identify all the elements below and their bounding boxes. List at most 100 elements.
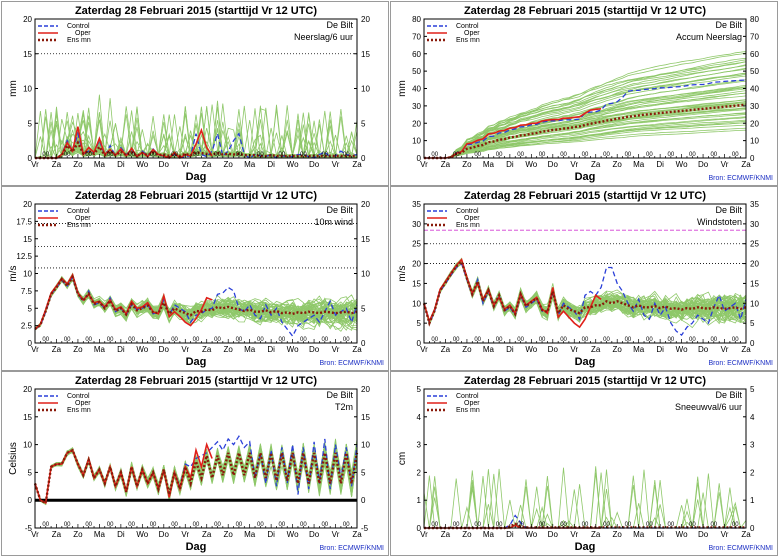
day-label: Za xyxy=(352,345,362,354)
y2-tick-label: 0 xyxy=(750,339,755,348)
hour-label: 00 xyxy=(128,522,135,528)
legend-control-label: Control xyxy=(456,393,479,400)
station-label: De Bilt xyxy=(715,20,742,30)
meteogram-panel: Zaterdag 28 Februari 2015 (starttijd Vr … xyxy=(1,371,389,556)
hour-label: 00 xyxy=(668,337,675,343)
station-label: De Bilt xyxy=(326,205,353,215)
hour-label: 00 xyxy=(668,522,675,528)
y2-tick-label: 0 xyxy=(361,154,366,163)
source-label: Bron: ECMWF/KNMI xyxy=(319,545,384,552)
y2-tick-label: 15 xyxy=(361,235,370,244)
y2-tick-label: 10 xyxy=(361,270,370,279)
hour-label: 00 xyxy=(321,152,328,158)
hour-label: 00 xyxy=(496,337,503,343)
day-label: Ma xyxy=(633,160,645,169)
y-axis-label: cm xyxy=(397,452,408,465)
panel-title: Zaterdag 28 Februari 2015 (starttijd Vr … xyxy=(464,5,706,17)
hour-label: 00 xyxy=(517,152,524,158)
y-tick-label: 20 xyxy=(23,385,32,394)
y-axis-label: mm xyxy=(397,80,408,97)
day-label: Vr xyxy=(570,345,578,354)
y-tick-label: 0 xyxy=(28,496,33,505)
hour-label: 00 xyxy=(668,152,675,158)
y2-tick-label: 25 xyxy=(750,240,759,249)
day-label: Di xyxy=(656,530,664,539)
day-label: Za xyxy=(202,345,212,354)
y2-tick-label: 10 xyxy=(361,441,370,450)
hour-label: 00 xyxy=(603,522,610,528)
hour-label: 00 xyxy=(343,152,350,158)
x-axis-label: Dag xyxy=(575,171,596,183)
station-label: De Bilt xyxy=(326,20,353,30)
day-label: Za xyxy=(202,530,212,539)
station-label: De Bilt xyxy=(715,390,742,400)
day-label: Zo xyxy=(613,530,623,539)
y-tick-label: 25 xyxy=(412,240,421,249)
station-label: De Bilt xyxy=(715,205,742,215)
legend-control-label: Control xyxy=(456,23,479,30)
day-label: Wo xyxy=(136,345,148,354)
y2-tick-label: 0 xyxy=(361,496,366,505)
y-tick-label: 10 xyxy=(23,270,32,279)
hour-label: 00 xyxy=(517,337,524,343)
y-tick-label: 60 xyxy=(412,50,421,59)
day-label: Za xyxy=(591,530,601,539)
day-label: Vr xyxy=(31,530,39,539)
day-label: Za xyxy=(441,160,451,169)
day-label: Do xyxy=(159,160,170,169)
ensemble-members xyxy=(424,51,746,158)
hour-label: 00 xyxy=(431,337,438,343)
hour-label: 00 xyxy=(300,337,307,343)
y2-tick-label: 80 xyxy=(750,15,759,24)
y2-tick-label: -5 xyxy=(361,524,369,533)
y-tick-label: 15 xyxy=(23,50,32,59)
day-label: Di xyxy=(267,345,275,354)
y2-tick-label: 4 xyxy=(750,413,755,422)
day-label: Wo xyxy=(676,345,688,354)
day-label: Ma xyxy=(244,160,256,169)
day-label: Ma xyxy=(633,530,645,539)
legend-control-label: Control xyxy=(67,208,90,215)
day-label: Vr xyxy=(420,530,428,539)
source-label: Bron: ECMWF/KNMI xyxy=(319,360,384,367)
y-tick-label: 5 xyxy=(417,385,422,394)
meteogram-panel: Zaterdag 28 Februari 2015 (starttijd Vr … xyxy=(390,371,778,556)
day-label: Di xyxy=(267,160,275,169)
y-tick-label: 2 xyxy=(417,468,422,477)
day-label: Do xyxy=(698,345,709,354)
day-label: Do xyxy=(159,345,170,354)
hour-label: 00 xyxy=(150,522,157,528)
day-label: Vr xyxy=(570,160,578,169)
y-tick-label: 10 xyxy=(23,441,32,450)
day-label: Zo xyxy=(73,530,83,539)
day-label: Do xyxy=(309,530,320,539)
y2-tick-label: 10 xyxy=(750,137,759,146)
meteogram-panel: Zaterdag 28 Februari 2015 (starttijd Vr … xyxy=(390,1,778,186)
day-label: Za xyxy=(52,530,62,539)
day-label: Vr xyxy=(181,160,189,169)
hour-label: 00 xyxy=(42,152,49,158)
hour-label: 00 xyxy=(300,152,307,158)
day-label: Wo xyxy=(136,160,148,169)
y2-tick-label: 60 xyxy=(750,50,759,59)
y-tick-label: 20 xyxy=(412,119,421,128)
day-label: Vr xyxy=(570,530,578,539)
hour-label: 00 xyxy=(214,152,221,158)
day-label: Za xyxy=(441,530,451,539)
y2-tick-label: 20 xyxy=(750,260,759,269)
hour-label: 00 xyxy=(193,152,200,158)
hour-label: 00 xyxy=(603,337,610,343)
hour-label: 00 xyxy=(732,337,739,343)
day-label: Wo xyxy=(287,160,299,169)
variable-label: T2m xyxy=(335,402,353,412)
day-label: Zo xyxy=(462,530,472,539)
meteogram-panel: Zaterdag 28 Februari 2015 (starttijd Vr … xyxy=(390,186,778,371)
y-axis-label: mm xyxy=(8,80,19,97)
day-label: Wo xyxy=(676,530,688,539)
legend-ensmean-label: Ens mn xyxy=(67,222,91,229)
day-label: Di xyxy=(267,530,275,539)
